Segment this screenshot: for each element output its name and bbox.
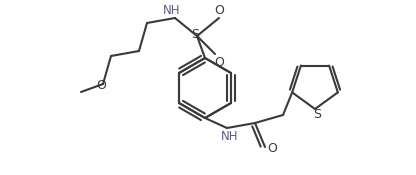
Text: NH: NH <box>221 131 239 144</box>
Text: S: S <box>313 108 321 121</box>
Text: O: O <box>214 55 224 68</box>
Text: S: S <box>191 29 199 41</box>
Text: NH: NH <box>163 4 181 16</box>
Text: O: O <box>214 4 224 16</box>
Text: O: O <box>96 79 106 92</box>
Text: O: O <box>267 142 277 156</box>
